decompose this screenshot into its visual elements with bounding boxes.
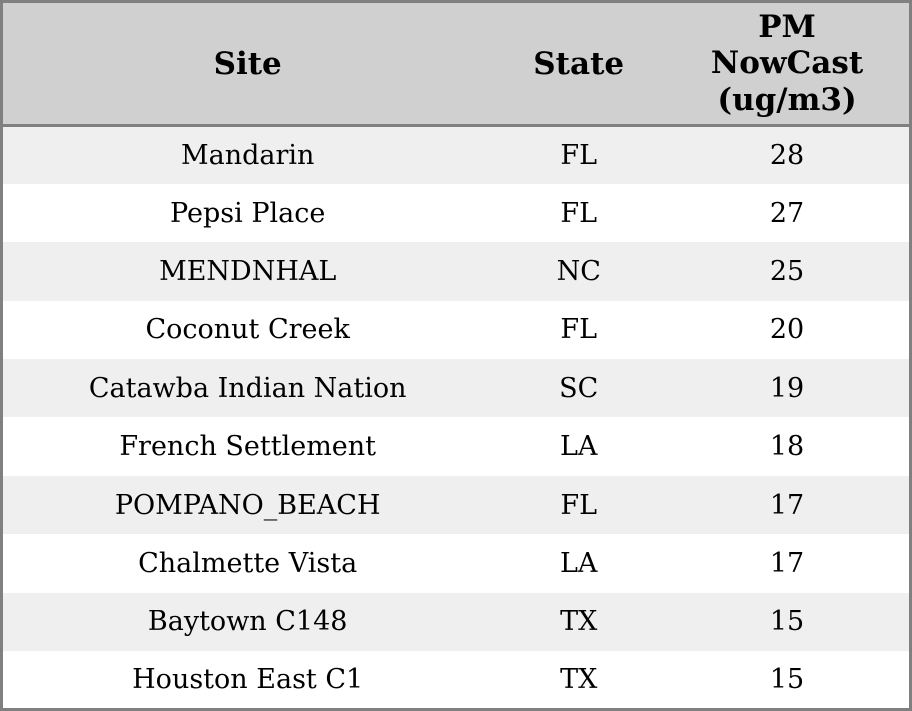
pm-nowcast-cell: 25	[769, 255, 805, 287]
site-cell: POMPANO_BEACH	[114, 489, 381, 521]
pm-nowcast-cell: 15	[769, 664, 805, 695]
table-row: Houston East C1 TX 15	[1, 651, 911, 710]
column-header-state: State	[492, 1, 666, 127]
table-row: Mandarin FL 28	[1, 125, 911, 184]
site-cell: Houston East C1	[132, 664, 364, 695]
header-row: Site State PM NowCast (ug/m3)	[1, 1, 911, 127]
table-row: Baytown C148 TX 15	[1, 592, 911, 652]
state-cell: FL	[560, 139, 598, 171]
state-cell: SC	[559, 372, 599, 404]
site-cell: Coconut Creek	[145, 314, 350, 346]
table-row: Pepsi Place FL 27	[1, 183, 911, 243]
column-header-pm-nowcast: PM NowCast (ug/m3)	[665, 1, 911, 127]
table-row: POMPANO_BEACH FL 17	[1, 475, 911, 535]
site-cell: Baytown C148	[147, 606, 348, 638]
table-row: Catawba Indian Nation SC 19	[1, 359, 911, 418]
site-cell: French Settlement	[119, 431, 377, 463]
state-cell: FL	[560, 489, 598, 521]
state-cell: FL	[560, 314, 598, 346]
state-cell: LA	[559, 431, 598, 463]
table-row: MENDNHAL NC 25	[1, 242, 911, 301]
state-cell: FL	[560, 197, 598, 229]
pm-nowcast-cell: 28	[769, 139, 805, 171]
pm-nowcast-cell: 15	[769, 606, 805, 638]
state-cell: TX	[560, 606, 598, 638]
site-cell: Chalmette Vista	[138, 547, 358, 579]
site-cell: MENDNHAL	[159, 255, 337, 287]
pm-nowcast-cell: 17	[769, 489, 805, 521]
site-cell: Mandarin	[180, 139, 315, 171]
table-row: French Settlement LA 18	[1, 417, 911, 476]
pm-nowcast-cell: 20	[769, 314, 805, 346]
state-cell: TX	[560, 664, 598, 695]
pm-nowcast-cell: 19	[769, 372, 805, 404]
table-row: Chalmette Vista LA 17	[1, 534, 911, 593]
pm-nowcast-cell: 27	[769, 197, 805, 229]
site-cell: Pepsi Place	[170, 197, 326, 229]
state-cell: NC	[556, 255, 601, 287]
pm-nowcast-cell: 17	[769, 547, 805, 579]
column-header-site: Site	[1, 1, 493, 127]
pm-nowcast-cell: 18	[769, 431, 805, 463]
site-cell: Catawba Indian Nation	[88, 372, 407, 404]
state-cell: LA	[559, 547, 598, 579]
table-row: Coconut Creek FL 20	[1, 300, 911, 360]
